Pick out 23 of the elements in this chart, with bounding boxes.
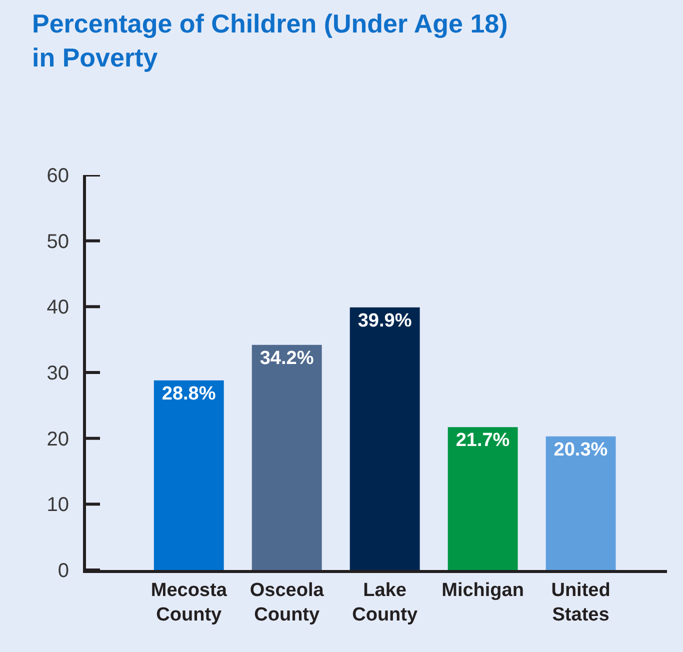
y-tick-label: 30: [46, 362, 69, 384]
x-tick-label: Mecosta County: [150, 580, 228, 626]
y-tick-label: 0: [58, 560, 69, 582]
data-label: 39.9%: [358, 310, 412, 332]
bar: [252, 344, 322, 570]
bar: [448, 427, 518, 570]
y-tick-label: 60: [46, 165, 69, 187]
bar: [546, 436, 616, 570]
bar: [350, 307, 420, 570]
data-label: 28.8%: [162, 383, 216, 404]
data-label: 21.7%: [456, 430, 510, 452]
x-tick-label: United States: [551, 580, 610, 626]
chart-title: Percentage of Children (Under Age 18) in Poverty: [32, 8, 508, 72]
y-tick-label: 10: [46, 494, 69, 516]
y-tick-label: 50: [46, 230, 69, 253]
x-tick-label: Osceola County: [250, 580, 324, 626]
y-tick-label: 40: [46, 296, 69, 319]
x-tick-label: Lake County: [352, 580, 418, 626]
y-tick-label: 20: [46, 428, 69, 450]
bar: [154, 380, 224, 570]
data-label: 20.3%: [554, 439, 608, 460]
data-label: 34.2%: [260, 348, 314, 369]
x-tick-label: Michigan: [442, 580, 524, 601]
